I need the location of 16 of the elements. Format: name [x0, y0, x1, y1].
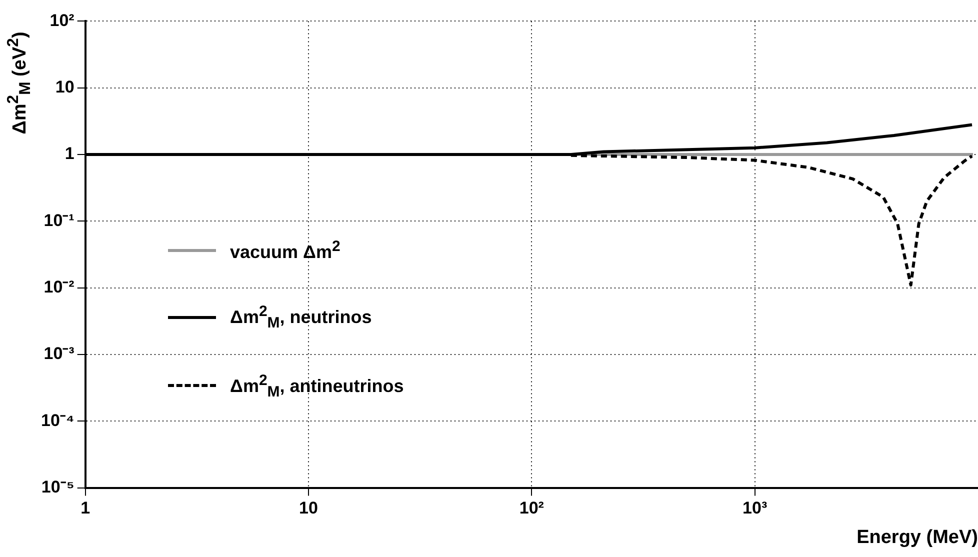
- legend-label: Δm$^{2}$$_{M}$, antineutrinos: [230, 372, 404, 400]
- x-tick-label: 10³: [742, 498, 768, 518]
- y-tick-label: 10⁻⁴: [40, 410, 74, 430]
- x-tick-label: 1: [80, 498, 90, 518]
- y-tick-label: 10⁻⁵: [41, 477, 74, 496]
- y-tick-label: 10⁻³: [44, 344, 75, 364]
- y-tick-label: 1: [64, 144, 74, 164]
- x-tick-label: 10²: [519, 498, 544, 518]
- y-tick-label: 10⁻¹: [44, 210, 75, 230]
- legend-label: vacuum Δm$^{2}$: [230, 238, 340, 263]
- legend-label: Δm$^{2}$$_{M}$, neutrinos: [230, 303, 372, 332]
- y-tick-label: 10: [55, 78, 74, 97]
- x-axis-title: Energy (MeV): [856, 526, 978, 548]
- y-tick-label: 10²: [50, 10, 75, 30]
- x-tick-label: 10: [299, 498, 318, 518]
- y-tick-label: 10⁻²: [44, 278, 75, 297]
